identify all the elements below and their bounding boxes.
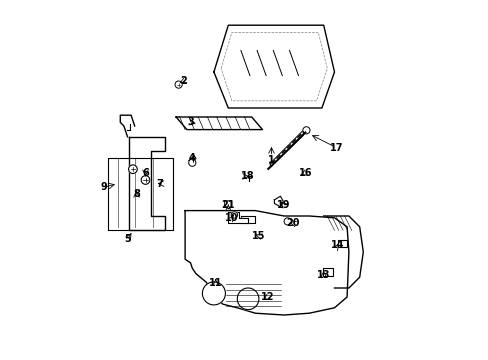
Polygon shape xyxy=(224,201,231,209)
Text: 12: 12 xyxy=(261,292,274,302)
Text: 5: 5 xyxy=(124,234,131,244)
Text: 19: 19 xyxy=(277,200,290,210)
Circle shape xyxy=(188,159,196,166)
Text: 14: 14 xyxy=(331,240,344,250)
FancyBboxPatch shape xyxy=(337,240,347,247)
Text: 4: 4 xyxy=(188,153,195,163)
Text: 16: 16 xyxy=(298,168,312,178)
Text: 7: 7 xyxy=(156,179,163,189)
Text: 10: 10 xyxy=(224,213,238,223)
Polygon shape xyxy=(274,196,283,207)
Circle shape xyxy=(175,81,182,88)
Text: 1: 1 xyxy=(267,155,274,165)
Text: 6: 6 xyxy=(142,168,148,178)
Text: 9: 9 xyxy=(101,182,107,192)
Text: 20: 20 xyxy=(286,218,299,228)
Circle shape xyxy=(302,127,309,134)
Text: 13: 13 xyxy=(316,270,330,280)
Text: 18: 18 xyxy=(241,171,254,181)
Text: 15: 15 xyxy=(252,231,265,241)
Polygon shape xyxy=(228,212,247,223)
Text: 3: 3 xyxy=(187,117,193,127)
Circle shape xyxy=(141,176,149,184)
Polygon shape xyxy=(185,211,348,315)
Text: 8: 8 xyxy=(133,189,140,199)
Polygon shape xyxy=(213,25,334,108)
Text: 11: 11 xyxy=(208,278,222,288)
Circle shape xyxy=(231,212,237,218)
Circle shape xyxy=(284,218,291,225)
Circle shape xyxy=(237,288,258,310)
Text: 21: 21 xyxy=(221,200,235,210)
Text: 17: 17 xyxy=(329,143,343,153)
Polygon shape xyxy=(176,117,262,130)
Circle shape xyxy=(202,282,225,305)
Polygon shape xyxy=(129,137,165,230)
Circle shape xyxy=(128,165,137,174)
Text: 2: 2 xyxy=(180,76,186,86)
FancyBboxPatch shape xyxy=(322,268,333,276)
